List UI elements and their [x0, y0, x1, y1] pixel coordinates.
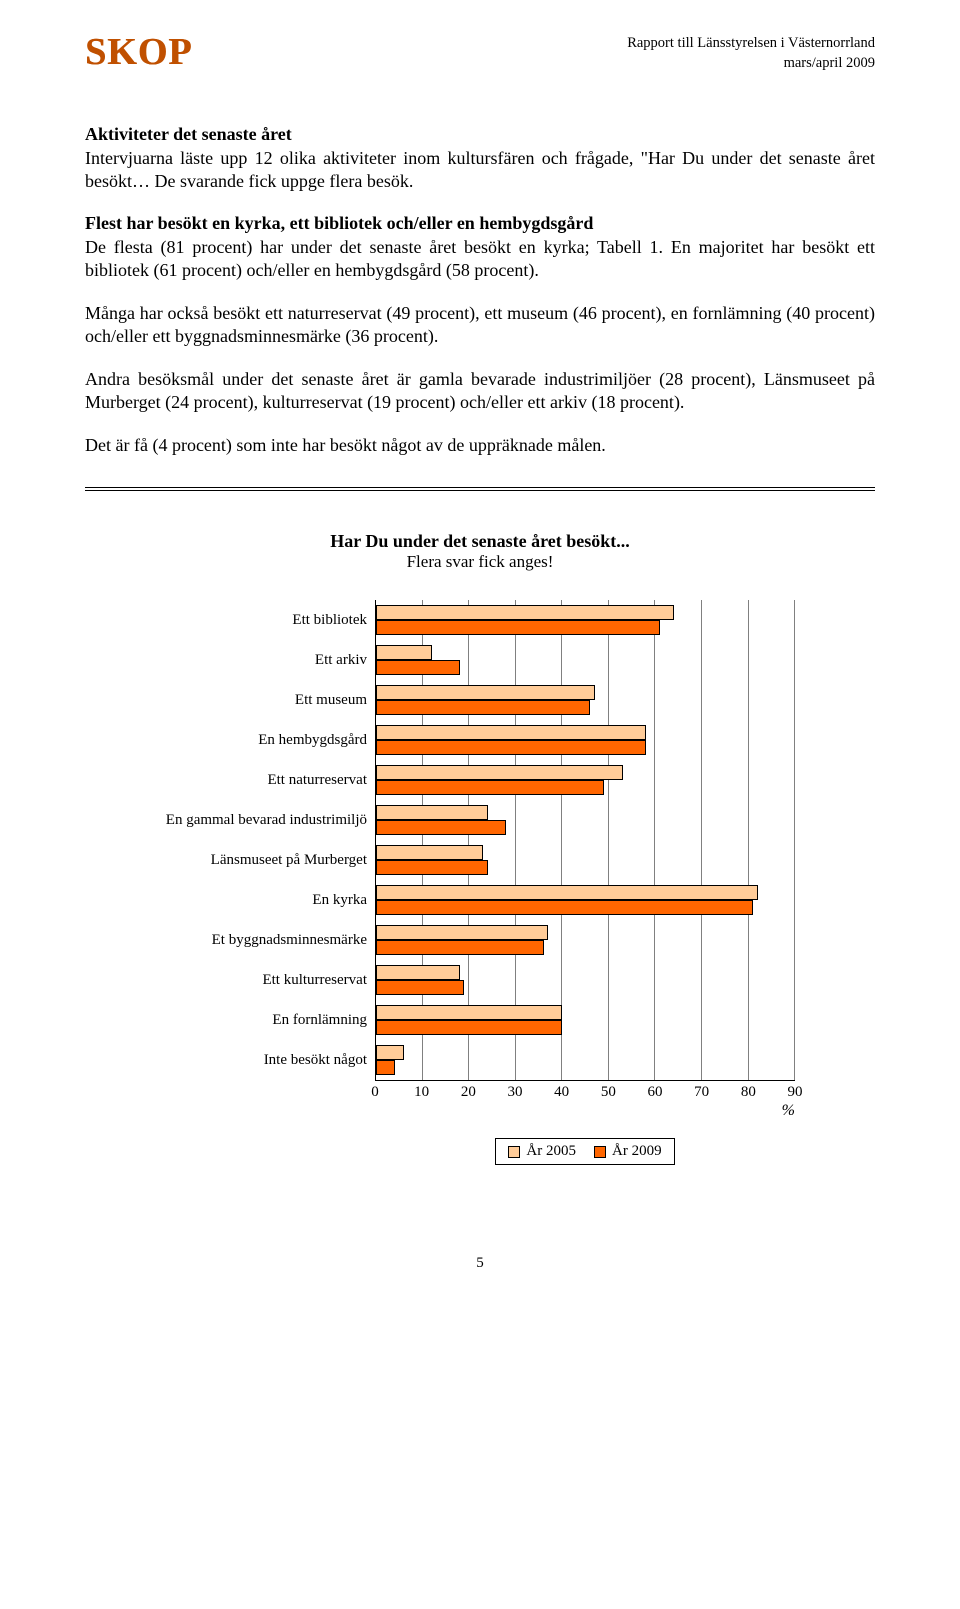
x-tick-label: 10	[414, 1084, 429, 1101]
category-label: Inte besökt något	[165, 1040, 375, 1080]
chart-rows: Ett bibliotekEtt arkivEtt museumEn hemby…	[165, 600, 795, 1080]
bar-2009	[376, 660, 460, 675]
x-tick-label: 40	[554, 1084, 569, 1101]
category-label: En gammal bevarad industrimiljö	[165, 800, 375, 840]
bar-2009	[376, 1020, 562, 1035]
plot-cell	[375, 640, 795, 680]
bar-2005	[376, 725, 646, 740]
plot-cell	[375, 800, 795, 840]
x-tick-label: 70	[694, 1084, 709, 1101]
category-label: En kyrka	[165, 880, 375, 920]
plot-cell	[375, 1000, 795, 1040]
bar-2009	[376, 1060, 395, 1075]
paragraph-4: Andra besöksmål under det senaste året ä…	[85, 368, 875, 414]
divider	[85, 490, 875, 491]
paragraph-5: Det är få (4 procent) som inte har besök…	[85, 434, 875, 457]
bar-2005	[376, 1045, 404, 1060]
plot-cell	[375, 920, 795, 960]
plot-cell	[375, 960, 795, 1000]
bar-2005	[376, 925, 548, 940]
logo: SKOP	[85, 30, 192, 74]
chart-row: Ett museum	[165, 680, 795, 720]
report-title: Rapport till Länsstyrelsen i Västernorrl…	[627, 34, 875, 54]
bar-2009	[376, 780, 604, 795]
divider	[85, 487, 875, 488]
plot-cell	[375, 760, 795, 800]
bar-2005	[376, 845, 483, 860]
bar-2005	[376, 645, 432, 660]
x-axis: 0102030405060708090	[165, 1080, 795, 1102]
x-tick-label: 30	[507, 1084, 522, 1101]
bar-2005	[376, 1005, 562, 1020]
plot-cell	[375, 600, 795, 640]
report-date: mars/april 2009	[627, 54, 875, 74]
chart-row: En fornlämning	[165, 1000, 795, 1040]
chart-row: Ett arkiv	[165, 640, 795, 680]
chart-row: Länsmuseet på Murberget	[165, 840, 795, 880]
plot-cell	[375, 880, 795, 920]
page-number: 5	[85, 1255, 875, 1272]
plot-cell	[375, 840, 795, 880]
category-label: En fornlämning	[165, 1000, 375, 1040]
bar-2009	[376, 700, 590, 715]
bar-2009	[376, 900, 753, 915]
plot-cell	[375, 1040, 795, 1080]
bar-2005	[376, 605, 674, 620]
page-header: SKOP Rapport till Länsstyrelsen i Väster…	[85, 30, 875, 74]
chart-row: Ett kulturreservat	[165, 960, 795, 1000]
category-label: Länsmuseet på Murberget	[165, 840, 375, 880]
subsection-title: Flest har besökt en kyrka, ett bibliotek…	[85, 213, 875, 234]
bar-2005	[376, 685, 595, 700]
chart-row: Et byggnadsminnesmärke	[165, 920, 795, 960]
category-label: Ett kulturreservat	[165, 960, 375, 1000]
x-axis-unit: %	[375, 1102, 795, 1120]
chart-row: Inte besökt något	[165, 1040, 795, 1080]
bar-2005	[376, 805, 488, 820]
paragraph-2: De flesta (81 procent) har under det sen…	[85, 236, 875, 282]
category-label: Ett museum	[165, 680, 375, 720]
plot-cell	[375, 720, 795, 760]
x-tick-label: 80	[741, 1084, 756, 1101]
legend-item-2009: År 2009	[594, 1143, 662, 1160]
chart-title: Har Du under det senaste året besökt...	[165, 531, 795, 552]
bar-2005	[376, 765, 623, 780]
x-tick-label: 0	[371, 1084, 379, 1101]
bar-2009	[376, 740, 646, 755]
legend-swatch-2005	[508, 1146, 520, 1158]
paragraph-3: Många har också besökt ett naturreservat…	[85, 302, 875, 348]
legend-label-2009: År 2009	[612, 1143, 662, 1160]
plot-cell	[375, 680, 795, 720]
category-label: Ett arkiv	[165, 640, 375, 680]
chart-row: En hembygdsgård	[165, 720, 795, 760]
bar-2009	[376, 980, 464, 995]
section-title: Aktiviteter det senaste året	[85, 124, 875, 145]
legend-item-2005: År 2005	[508, 1143, 576, 1160]
bar-2005	[376, 885, 758, 900]
chart-row: Ett naturreservat	[165, 760, 795, 800]
x-tick-label: 90	[788, 1084, 803, 1101]
chart-row: Ett bibliotek	[165, 600, 795, 640]
chart: Har Du under det senaste året besökt... …	[165, 531, 795, 1165]
chart-subtitle: Flera svar fick anges!	[165, 552, 795, 572]
chart-row: En gammal bevarad industrimiljö	[165, 800, 795, 840]
x-axis-ticks: 0102030405060708090	[375, 1080, 795, 1102]
category-label: Et byggnadsminnesmärke	[165, 920, 375, 960]
x-tick-label: 50	[601, 1084, 616, 1101]
x-tick-label: 60	[647, 1084, 662, 1101]
legend-label-2005: År 2005	[526, 1143, 576, 1160]
category-label: En hembygdsgård	[165, 720, 375, 760]
chart-row: En kyrka	[165, 880, 795, 920]
bar-2009	[376, 860, 488, 875]
bar-2009	[376, 620, 660, 635]
x-tick-label: 20	[461, 1084, 476, 1101]
bar-2005	[376, 965, 460, 980]
category-label: Ett bibliotek	[165, 600, 375, 640]
chart-legend: År 2005 År 2009	[495, 1138, 675, 1165]
paragraph-1: Intervjuarna läste upp 12 olika aktivite…	[85, 147, 875, 193]
bar-2009	[376, 820, 506, 835]
legend-swatch-2009	[594, 1146, 606, 1158]
category-label: Ett naturreservat	[165, 760, 375, 800]
bar-2009	[376, 940, 544, 955]
report-meta: Rapport till Länsstyrelsen i Västernorrl…	[627, 34, 875, 73]
